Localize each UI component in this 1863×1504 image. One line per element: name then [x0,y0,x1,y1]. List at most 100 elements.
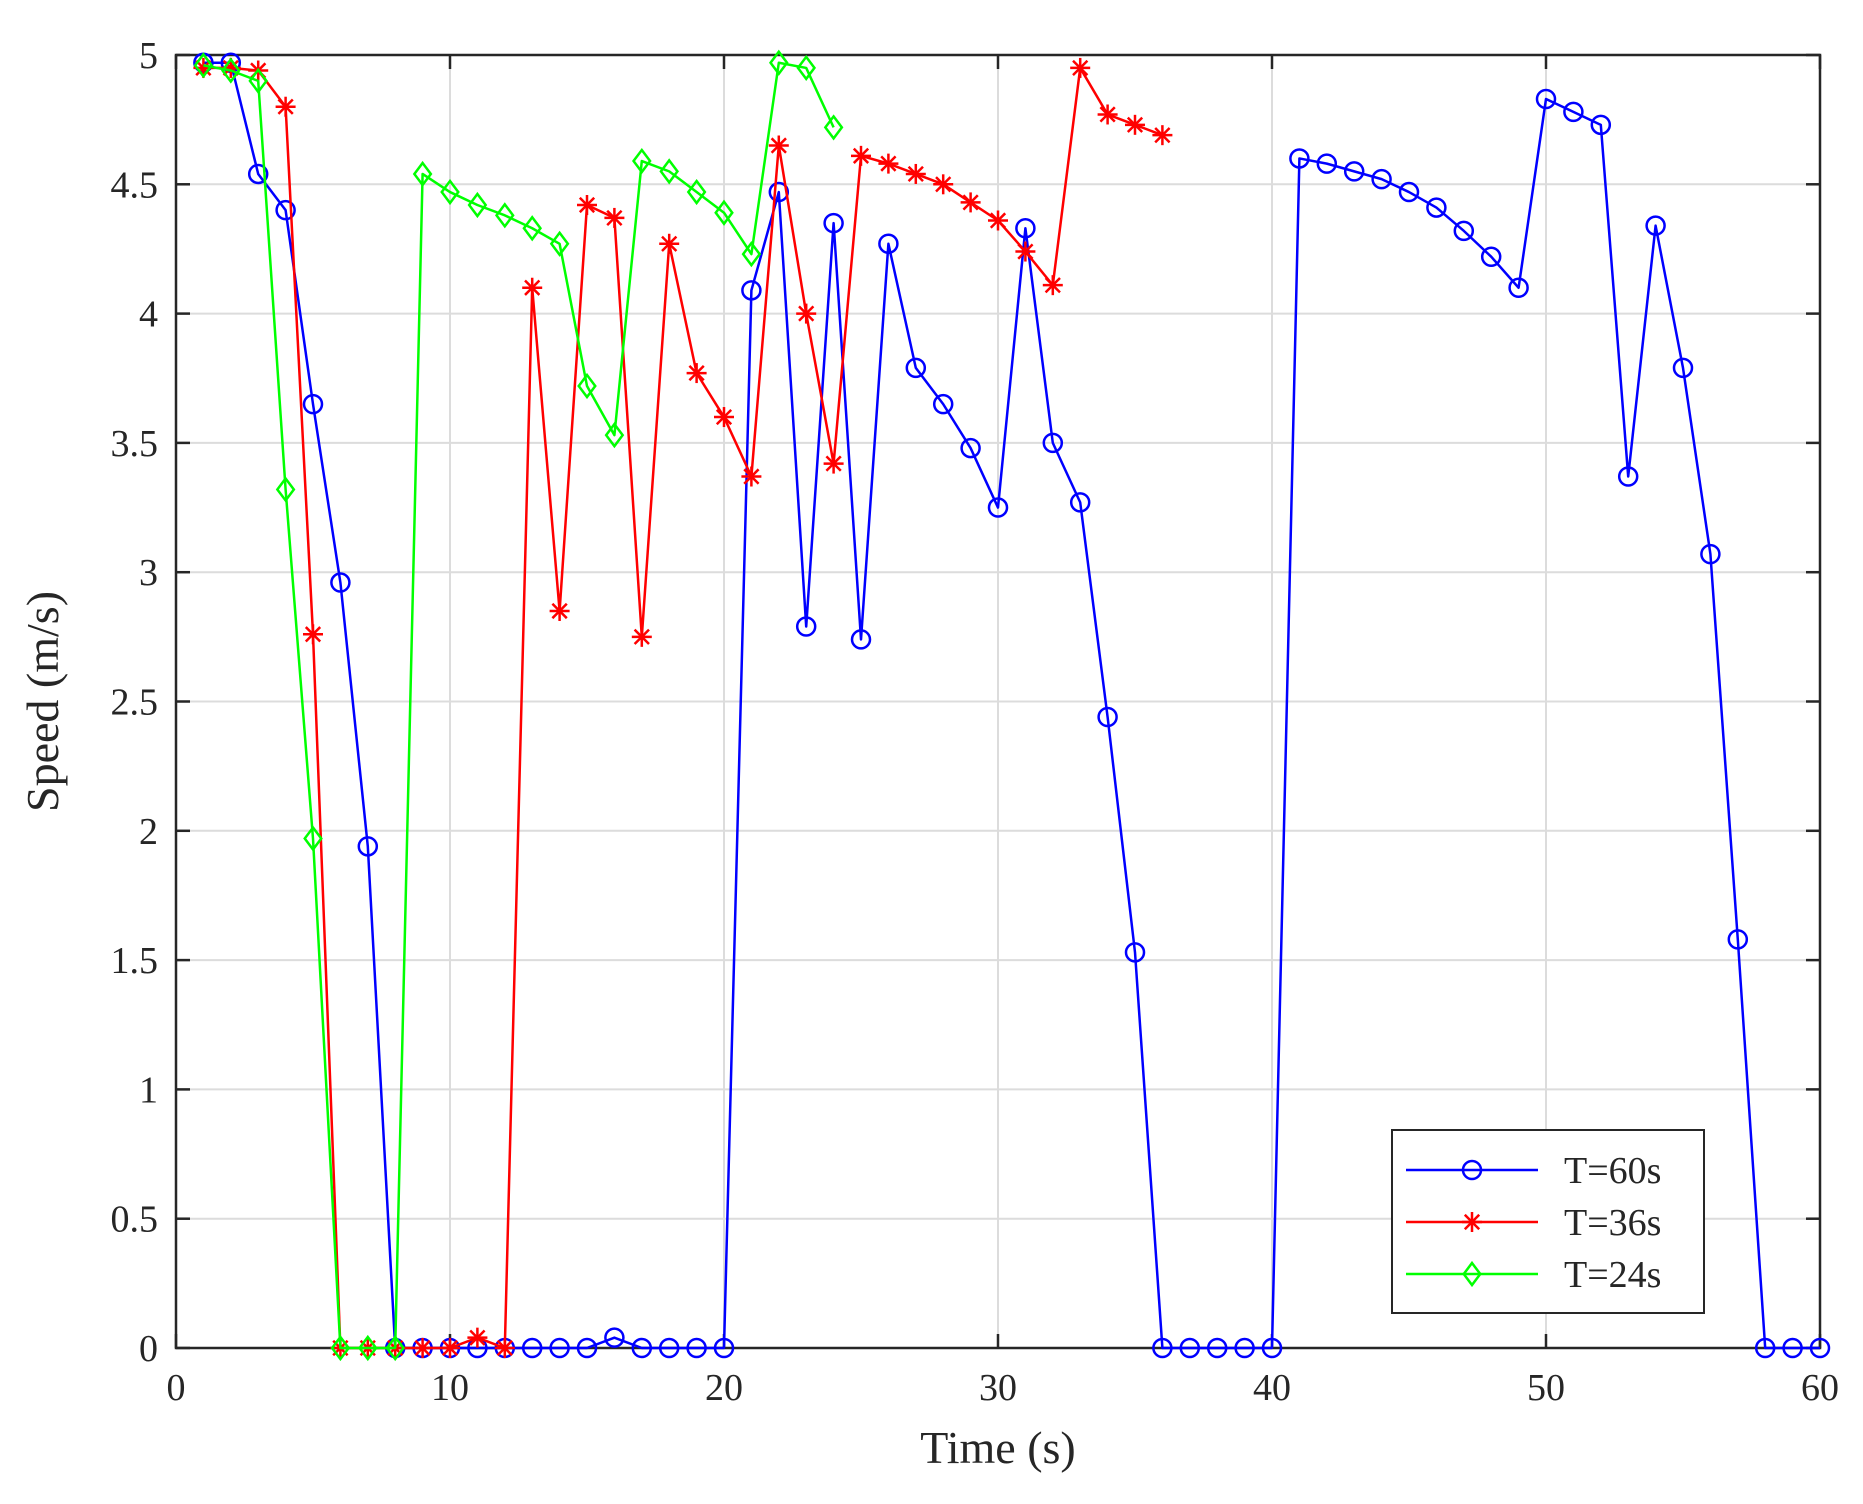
data-point [878,233,899,255]
data-point [768,49,789,76]
x-tick-label: 30 [979,1367,1017,1409]
data-point [1782,1337,1803,1359]
data-point [686,1337,707,1359]
y-tick-label: 0.5 [111,1199,159,1241]
data-point [905,163,926,184]
data-point [385,1334,406,1362]
legend-entries: T=60s T=36s T=24s [1406,1150,1661,1296]
data-point [494,1338,515,1358]
data-point [768,181,790,203]
x-tick-label: 40 [1253,1367,1291,1409]
data-point [330,1334,351,1362]
data-point [522,277,543,298]
data-point [494,202,515,229]
data-point [1261,1337,1283,1359]
y-axis-label: Speed (m/s) [17,591,68,812]
data-point [1398,181,1420,203]
data-point [1426,197,1447,218]
data-point [987,497,1009,518]
series-line [203,61,1820,1350]
data-point [576,1337,598,1359]
data-point [823,453,844,474]
data-point [577,372,597,400]
data-point [1152,125,1173,146]
data-point [659,233,680,254]
data-point [549,600,570,621]
data-point [960,437,981,459]
data-point [604,1327,625,1348]
legend-entry: T=24s [1406,1254,1661,1296]
data-point [714,199,734,226]
y-tick-label: 4.5 [111,164,159,206]
series-T=60s [193,52,1831,1359]
data-point [1289,148,1310,169]
legend-marker [1462,1212,1482,1232]
x-tick-label: 60 [1801,1367,1839,1409]
data-point [850,629,872,650]
data-point [440,1338,460,1358]
data-point [631,1337,653,1359]
data-point [768,135,789,156]
data-point [412,160,433,188]
data-point [1563,101,1584,123]
data-point [631,147,652,175]
data-point [1809,1337,1831,1359]
data-point [1124,942,1146,963]
data-point [686,363,707,384]
data-point [549,1337,570,1359]
data-point [1371,168,1392,190]
legend-entry: T=36s [1406,1202,1661,1244]
data-point [357,1334,378,1362]
data-point [577,194,597,215]
data-point [604,422,625,449]
x-tick-label: 10 [431,1367,469,1409]
data-point [330,572,351,593]
data-point [1015,241,1036,262]
grid [176,55,1820,1348]
data-point [193,52,214,79]
legend-label: T=60s [1564,1150,1661,1192]
data-point [1754,1337,1776,1359]
y-tick-label: 1.5 [111,940,159,982]
data-point [248,67,269,94]
data-point [1535,88,1557,110]
y-tick-label: 3.5 [111,423,159,465]
data-point [1042,275,1063,296]
data-point [1727,929,1749,950]
data-point [1343,161,1365,182]
x-axis-label: Time (s) [920,1422,1076,1473]
data-point [1316,153,1338,174]
legend: T=60s T=36s T=24s [1391,1129,1705,1314]
data-point [604,207,625,228]
data-point [303,825,323,852]
series-T=24s [193,49,844,1362]
data-point [275,96,296,117]
data-point [960,192,981,213]
legend-marker [1462,1260,1482,1288]
data-point [1672,357,1694,379]
data-point [521,1337,543,1359]
data-point [275,476,296,503]
data-point [658,1337,680,1359]
x-tick-labels: 0 10 20 30 40 50 60 [167,1367,1840,1409]
data-point [741,280,762,301]
x-tick-label: 0 [167,1367,186,1409]
data-point [714,407,734,428]
legend-label: T=36s [1564,1202,1661,1244]
y-tick-label: 2 [139,811,158,853]
data-point [1206,1337,1228,1359]
y-tick-label: 1 [139,1069,158,1111]
data-point [467,191,488,219]
data-point [1097,104,1118,125]
data-point [1617,466,1639,487]
data-point [412,1338,433,1358]
data-point [878,153,899,174]
y-tick-labels: 0 0.5 1 1.5 2 2.5 3 3.5 4 4.5 5 [111,35,159,1370]
data-point [932,393,954,415]
legend-label: T=24s [1564,1254,1661,1296]
y-tick-label: 4 [139,294,158,336]
data-point [905,357,927,379]
x-tick-label: 20 [705,1367,743,1409]
legend-marker [1461,1159,1483,1181]
